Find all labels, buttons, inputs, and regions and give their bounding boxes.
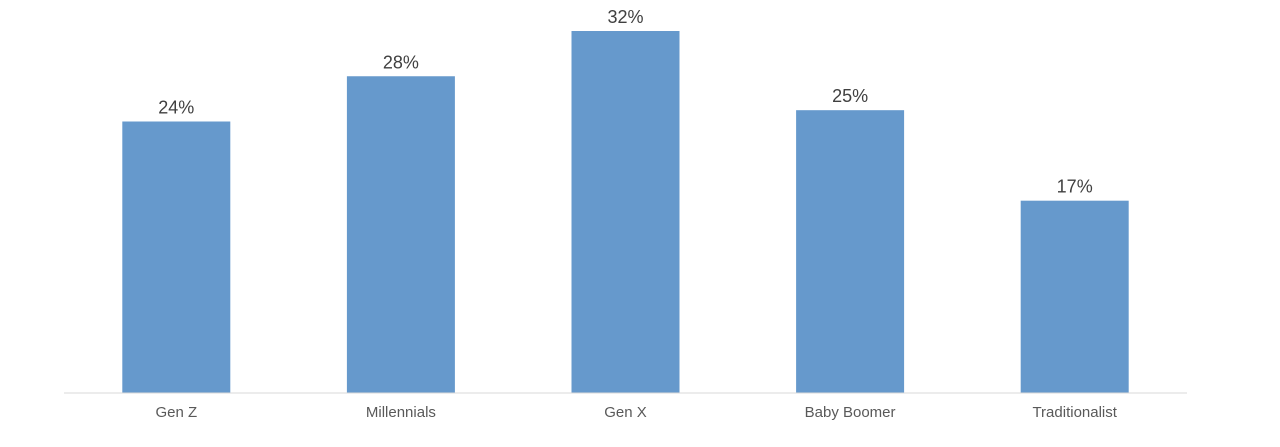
data-label-gen-z: 24% [158,98,194,118]
x-tick-label-gen-x: Gen X [604,404,647,421]
bar-baby-boomer [796,110,905,393]
x-tick-label-gen-z: Gen Z [155,404,197,421]
x-tick-label-baby-boomer: Baby Boomer [805,404,896,421]
data-label-traditionalist: 17% [1057,177,1093,197]
data-label-baby-boomer: 25% [832,86,868,106]
bar-millennials [346,76,455,393]
bar-traditionalist [1020,200,1129,393]
data-label-gen-x: 32% [607,7,643,27]
bar-gen-x [571,31,680,393]
data-labels-group: 24% 28% 32% 25% 17% [158,7,1092,197]
data-label-millennials: 28% [383,52,419,72]
bar-gen-z [122,121,231,393]
bars-group [122,31,1129,393]
x-tick-label-traditionalist: Traditionalist [1032,404,1117,421]
x-tick-labels-group: Gen Z Millennials Gen X Baby Boomer Traditio… [155,404,1117,421]
x-tick-label-millennials: Millennials [366,404,436,421]
